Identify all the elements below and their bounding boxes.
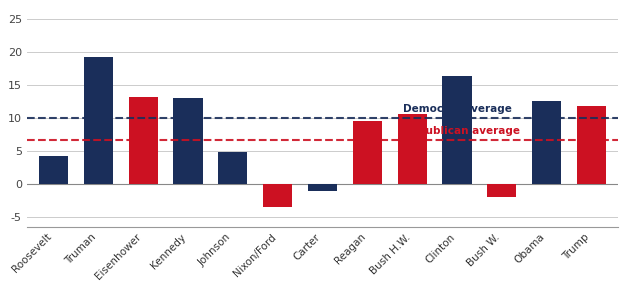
Bar xyxy=(487,184,517,197)
Bar xyxy=(129,97,158,184)
Bar xyxy=(84,57,113,184)
Bar xyxy=(577,106,606,184)
Bar xyxy=(218,152,248,184)
Text: Republican average: Republican average xyxy=(403,126,520,136)
Bar xyxy=(308,184,337,191)
Bar xyxy=(397,114,427,184)
Bar xyxy=(39,156,68,184)
Bar xyxy=(442,76,472,184)
Bar xyxy=(353,121,382,184)
Text: Democrat average: Democrat average xyxy=(403,104,512,114)
Bar xyxy=(173,98,203,184)
Bar xyxy=(532,101,561,184)
Bar xyxy=(263,184,292,207)
